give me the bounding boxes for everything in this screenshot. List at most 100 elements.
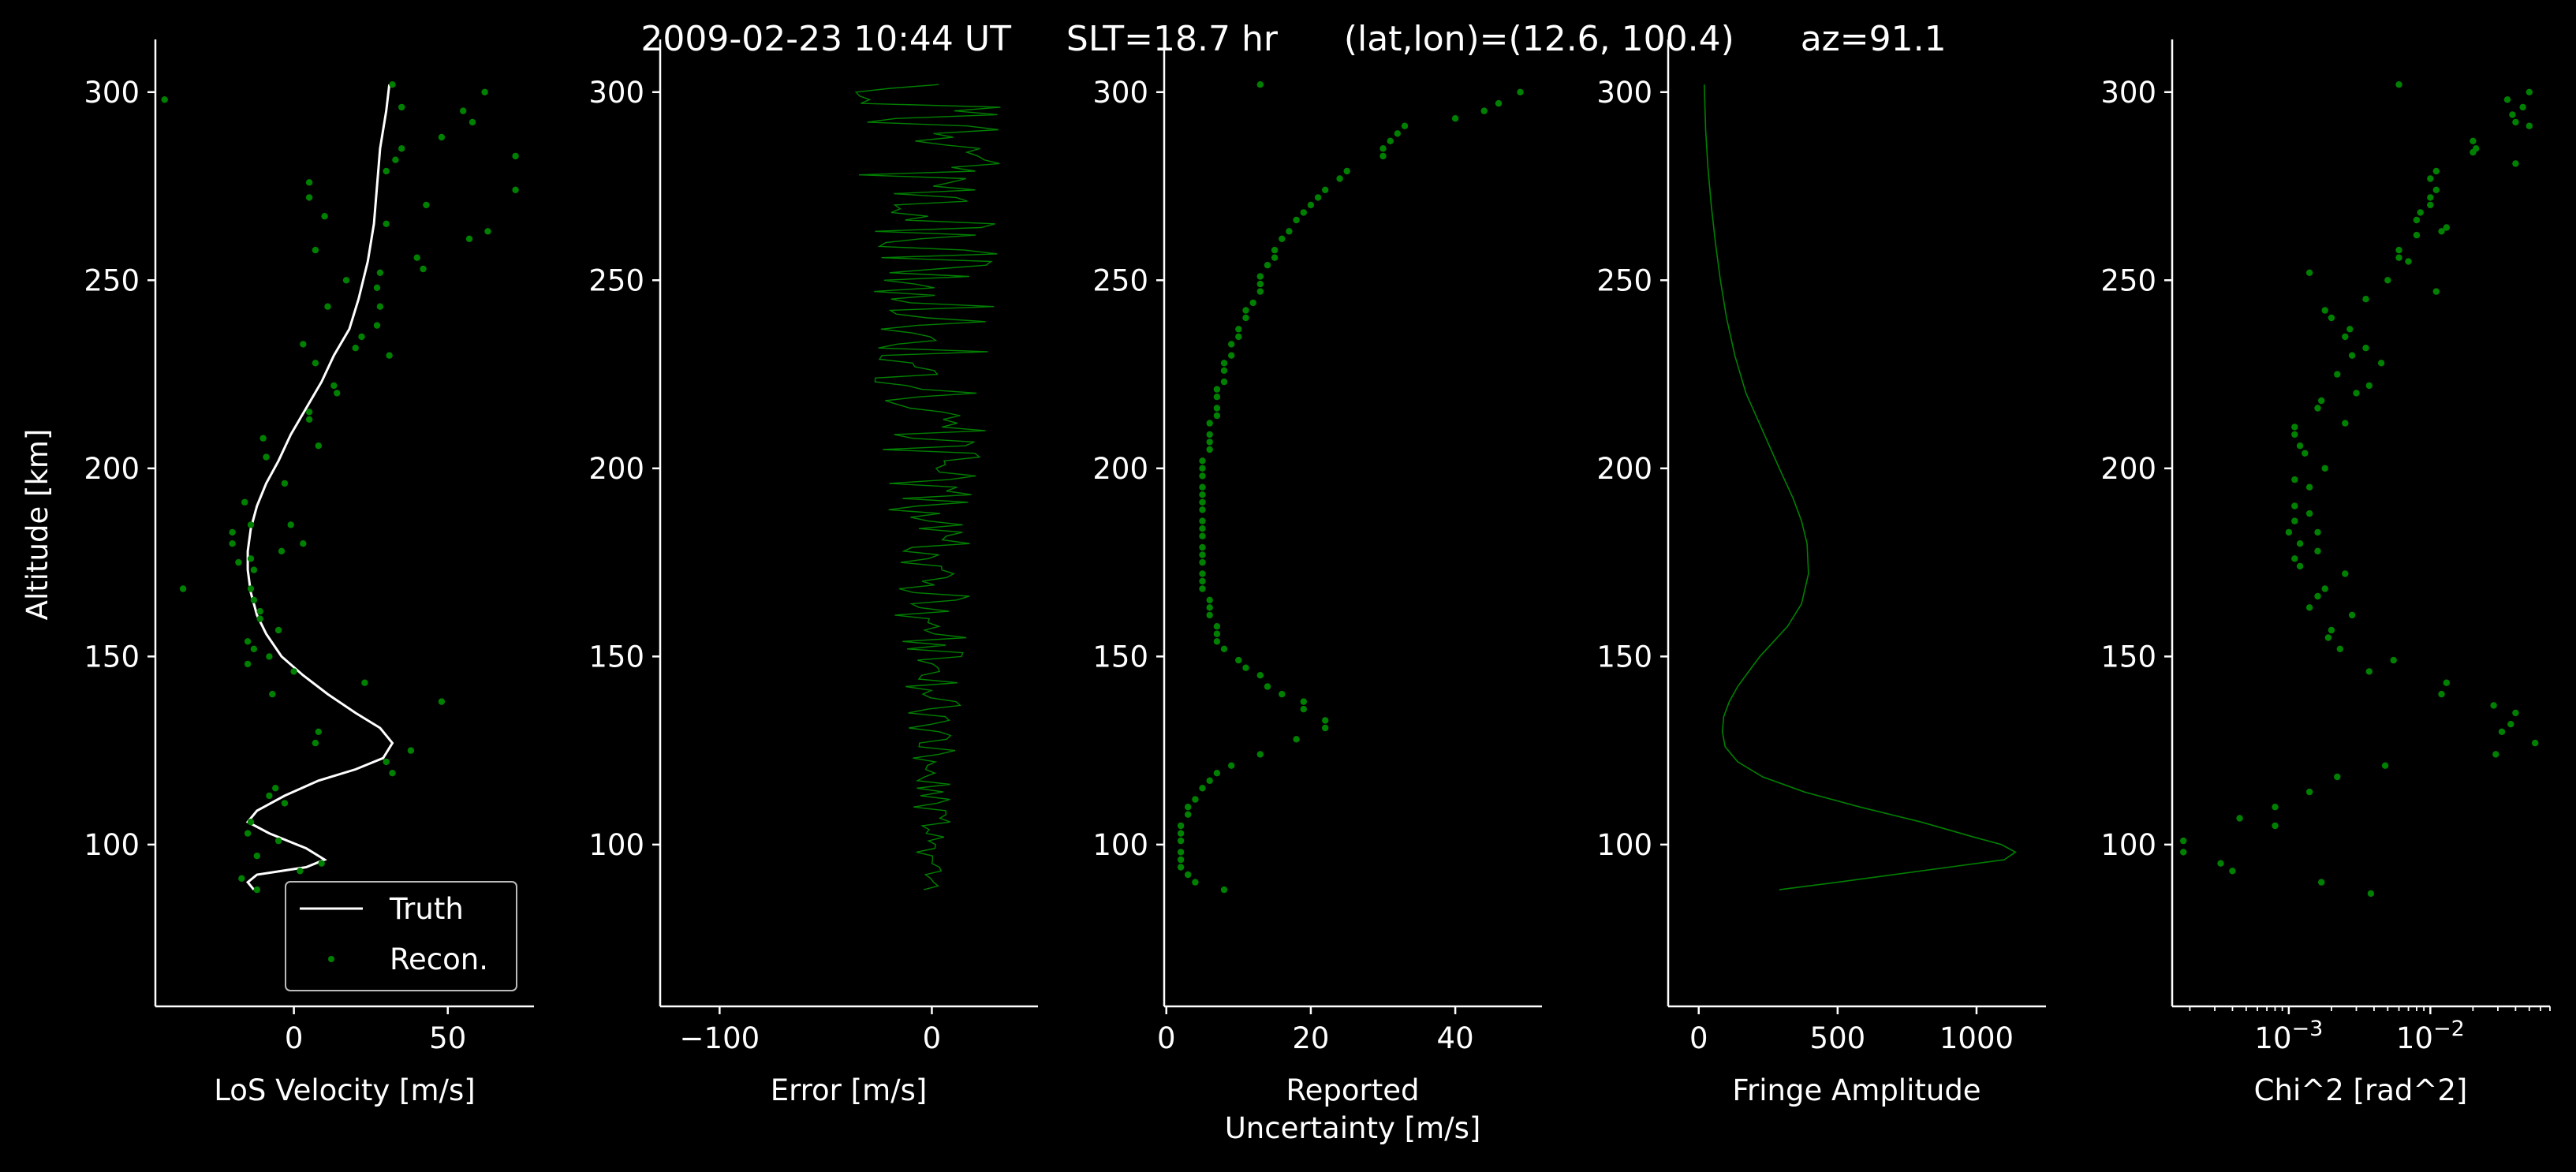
series-chi-0-point bbox=[2526, 122, 2533, 129]
series-chi-0-point bbox=[2342, 333, 2349, 341]
series-los-velocity-1-point bbox=[272, 785, 279, 792]
series-los-velocity-1-point bbox=[465, 235, 473, 242]
series-chi-0-point bbox=[2367, 890, 2375, 898]
y-tick-label: 100 bbox=[2100, 828, 2156, 862]
series-chi-0-point bbox=[2229, 868, 2236, 875]
series-uncertainty-0-point bbox=[1480, 107, 1488, 114]
series-uncertainty-0-point bbox=[1199, 483, 1206, 491]
panel-reported-uncertainty: Reported Uncertainty [m/s] 10015020025030… bbox=[1092, 39, 1542, 1145]
series-los-velocity-1-point bbox=[278, 547, 286, 554]
series-chi-0-point bbox=[2180, 837, 2187, 845]
series-chi-0-point bbox=[2503, 96, 2511, 103]
y-tick-label: 300 bbox=[588, 76, 644, 110]
series-uncertainty-0-point bbox=[1379, 145, 1387, 152]
series-chi-0-point bbox=[2336, 645, 2343, 652]
series-los-velocity-1-point bbox=[281, 480, 289, 487]
series-chi-0-point bbox=[2405, 258, 2412, 265]
series-uncertainty-0-point bbox=[1192, 879, 1199, 886]
series-chi-0-point bbox=[2395, 246, 2402, 254]
series-los-velocity-1-point bbox=[250, 566, 258, 573]
series-uncertainty-0-point bbox=[1271, 246, 1279, 254]
series-chi-0-point bbox=[2377, 360, 2385, 367]
series-los-velocity-1-point bbox=[438, 698, 446, 705]
series-uncertainty-0-point bbox=[1293, 736, 1300, 743]
x-tick-label: −100 bbox=[680, 1021, 760, 1055]
series-chi-0-point bbox=[2492, 751, 2499, 758]
series-uncertainty-0-point bbox=[1271, 254, 1279, 261]
y-tick-label: 250 bbox=[588, 263, 644, 297]
series-chi-0-point bbox=[2272, 822, 2279, 830]
series-chi-0-point bbox=[2432, 167, 2440, 175]
series-uncertainty-0-point bbox=[1199, 532, 1206, 539]
series-los-velocity-1-point bbox=[247, 555, 255, 562]
series-chi-0-point bbox=[2438, 228, 2445, 235]
series-uncertainty-0-point bbox=[1235, 333, 1242, 341]
series-los-velocity-1-point bbox=[383, 758, 390, 766]
series-los-velocity-1-point bbox=[312, 246, 319, 254]
series-los-velocity-1-point bbox=[392, 156, 399, 163]
series-chi-0-point bbox=[2291, 517, 2298, 524]
series-chi-0-point bbox=[2328, 314, 2335, 322]
series-los-velocity-1-point bbox=[238, 875, 245, 883]
series-chi-0-point bbox=[2291, 502, 2298, 509]
y-tick-label: 300 bbox=[2100, 76, 2156, 110]
series-uncertainty-0-point bbox=[1394, 130, 1402, 137]
series-uncertainty-0-point bbox=[1199, 457, 1206, 465]
panel-los-velocity-xlabel: LoS Velocity [m/s] bbox=[214, 1073, 475, 1107]
series-uncertainty-0-point bbox=[1199, 472, 1206, 480]
series-los-velocity-1-point bbox=[244, 638, 252, 645]
series-los-velocity-1-point bbox=[398, 103, 405, 111]
series-chi-0-point bbox=[2296, 562, 2304, 570]
series-los-velocity-1-point bbox=[334, 390, 341, 397]
series-uncertainty-0-point bbox=[1249, 299, 1256, 307]
series-uncertainty-0-point bbox=[1177, 822, 1185, 830]
y-tick-label: 100 bbox=[84, 828, 140, 862]
series-uncertainty-0-point bbox=[1300, 705, 1308, 713]
series-chi-0-point bbox=[2321, 585, 2328, 592]
series-uncertainty-0-point bbox=[1206, 604, 1213, 611]
series-uncertainty-0-point bbox=[1199, 570, 1206, 577]
series-uncertainty-0-point bbox=[1379, 152, 1387, 160]
series-uncertainty-0-point bbox=[1286, 228, 1293, 235]
series-los-velocity-1-point bbox=[315, 728, 322, 735]
series-los-velocity-1-point bbox=[438, 133, 446, 141]
series-chi-0-point bbox=[2285, 528, 2293, 536]
legend-recon-label: Recon. bbox=[390, 942, 488, 976]
series-los-velocity-1-point bbox=[247, 521, 255, 528]
y-tick-label: 100 bbox=[1092, 828, 1148, 862]
series-los-velocity-1-point bbox=[281, 800, 289, 807]
y-tick-label: 150 bbox=[1596, 640, 1652, 674]
x-tick-exponent: −3 bbox=[2292, 1017, 2324, 1041]
series-chi-0-point bbox=[2348, 352, 2356, 359]
y-tick-label: 300 bbox=[1092, 76, 1148, 110]
series-chi-0-point bbox=[2305, 604, 2313, 611]
series-chi-0-point bbox=[2305, 483, 2313, 491]
series-chi-0-point bbox=[2314, 528, 2321, 536]
series-los-velocity-1-point bbox=[179, 585, 187, 592]
series-chi-0-point bbox=[2443, 224, 2450, 231]
series-los-velocity-1-point bbox=[460, 107, 467, 114]
y-tick-label: 250 bbox=[84, 263, 140, 297]
series-los-velocity-1-point bbox=[247, 585, 255, 592]
series-los-velocity-1-point bbox=[373, 322, 381, 329]
x-tick-exponent: −2 bbox=[2433, 1017, 2465, 1041]
series-los-velocity-1-point bbox=[481, 88, 488, 96]
series-los-velocity-1-point bbox=[389, 81, 396, 88]
x-tick-label: 20 bbox=[1292, 1021, 1329, 1055]
series-los-velocity-1-point bbox=[244, 660, 252, 668]
series-los-velocity-1-point bbox=[274, 837, 282, 845]
series-uncertainty-0-point bbox=[1177, 864, 1185, 871]
series-uncertainty-0-point bbox=[1177, 830, 1185, 837]
series-los-velocity-1-point bbox=[305, 409, 313, 416]
y-tick-label: 250 bbox=[1092, 263, 1148, 297]
series-uncertainty-0-point bbox=[1314, 194, 1322, 201]
series-los-velocity-1-point bbox=[250, 596, 258, 603]
series-chi-0-point bbox=[2395, 81, 2402, 88]
series-uncertainty-0-point bbox=[1213, 630, 1221, 637]
series-uncertainty-0-point bbox=[1300, 698, 1308, 705]
series-chi-0-point bbox=[2180, 849, 2187, 856]
y-tick-label: 150 bbox=[1092, 640, 1148, 674]
series-uncertainty-0-point bbox=[1213, 405, 1221, 412]
